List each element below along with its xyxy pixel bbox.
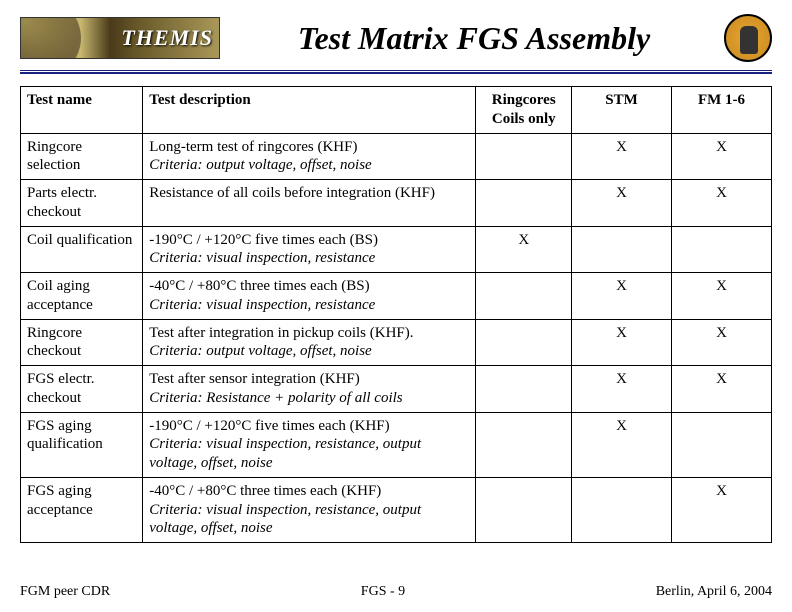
desc-criteria: Criteria: Resistance + polarity of all c… <box>149 389 469 408</box>
cell-stm: X <box>572 412 672 477</box>
table-row: FGS aging qualification-190°C / +120°C f… <box>21 412 772 477</box>
table-row: FGS electr. checkoutTest after sensor in… <box>21 366 772 413</box>
cell-fm: X <box>672 366 772 413</box>
cell-test-description: -190°C / +120°C five times each (BS)Crit… <box>143 226 476 273</box>
footer-left: FGM peer CDR <box>20 584 110 600</box>
cell-rc <box>476 412 572 477</box>
desc-criteria: Criteria: visual inspection, resistance <box>149 296 469 315</box>
cell-fm: X <box>672 273 772 320</box>
cell-fm: X <box>672 319 772 366</box>
cell-rc <box>476 366 572 413</box>
col-header-test-description: Test description <box>143 87 476 134</box>
col-header-stm: STM <box>572 87 672 134</box>
themis-logo-text: THEMIS <box>121 25 213 51</box>
cell-test-description: Resistance of all coils before integrati… <box>143 180 476 227</box>
cell-test-name: FGS aging qualification <box>21 412 143 477</box>
cell-test-description: Test after integration in pickup coils (… <box>143 319 476 366</box>
col-header-fm: FM 1-6 <box>672 87 772 134</box>
cell-test-description: Test after sensor integration (KHF)Crite… <box>143 366 476 413</box>
table-header-row: Test name Test description Ringcores Coi… <box>21 87 772 134</box>
footer-center: FGS - 9 <box>361 584 405 600</box>
cell-test-description: Long-term test of ringcores (KHF)Criteri… <box>143 133 476 180</box>
desc-main: Long-term test of ringcores (KHF) <box>149 138 469 157</box>
table-row: Ringcore selectionLong-term test of ring… <box>21 133 772 180</box>
desc-main: -40°C / +80°C three times each (BS) <box>149 277 469 296</box>
cell-test-name: Coil aging acceptance <box>21 273 143 320</box>
header-rule <box>20 70 772 74</box>
cell-rc: X <box>476 226 572 273</box>
cell-stm: X <box>572 180 672 227</box>
table-row: Parts electr. checkout Resistance of all … <box>21 180 772 227</box>
cell-rc <box>476 133 572 180</box>
test-matrix-table: Test name Test description Ringcores Coi… <box>20 86 772 543</box>
cell-test-name: Ringcore selection <box>21 133 143 180</box>
desc-main: Test after integration in pickup coils (… <box>149 324 469 343</box>
test-matrix-table-wrap: Test name Test description Ringcores Coi… <box>0 82 792 543</box>
cell-rc <box>476 477 572 542</box>
cell-fm: X <box>672 477 772 542</box>
desc-criteria: Criteria: output voltage, offset, noise <box>149 342 469 361</box>
cell-test-description: -190°C / +120°C five times each (KHF)Cri… <box>143 412 476 477</box>
cell-rc <box>476 319 572 366</box>
col-header-ringcores: Ringcores Coils only <box>476 87 572 134</box>
table-row: Coil qualification-190°C / +120°C five t… <box>21 226 772 273</box>
desc-main: -40°C / +80°C three times each (KHF) <box>149 482 469 501</box>
cell-test-name: FGS electr. checkout <box>21 366 143 413</box>
desc-criteria: Criteria: visual inspection, resistance <box>149 249 469 268</box>
desc-main: Resistance of all coils before integrati… <box>149 184 469 203</box>
desc-main: -190°C / +120°C five times each (KHF) <box>149 417 469 436</box>
cell-fm <box>672 412 772 477</box>
table-row: FGS aging acceptance-40°C / +80°C three … <box>21 477 772 542</box>
cell-stm: X <box>572 366 672 413</box>
cell-test-name: FGS aging acceptance <box>21 477 143 542</box>
desc-main: Test after sensor integration (KHF) <box>149 370 469 389</box>
mission-badge-icon <box>724 14 772 62</box>
themis-logo: THEMIS <box>20 17 220 59</box>
cell-rc <box>476 273 572 320</box>
table-row: Ringcore checkout Test after integration … <box>21 319 772 366</box>
cell-test-name: Coil qualification <box>21 226 143 273</box>
cell-stm <box>572 477 672 542</box>
cell-fm: X <box>672 180 772 227</box>
table-body: Ringcore selectionLong-term test of ring… <box>21 133 772 543</box>
cell-test-description: -40°C / +80°C three times each (KHF)Crit… <box>143 477 476 542</box>
slide-header: THEMIS Test Matrix FGS Assembly <box>0 0 792 70</box>
cell-test-description: -40°C / +80°C three times each (BS)Crite… <box>143 273 476 320</box>
slide-title: Test Matrix FGS Assembly <box>220 20 724 57</box>
cell-rc <box>476 180 572 227</box>
desc-criteria: Criteria: visual inspection, resistance,… <box>149 435 469 473</box>
col-header-test-name: Test name <box>21 87 143 134</box>
cell-stm <box>572 226 672 273</box>
cell-test-name: Parts electr. checkout <box>21 180 143 227</box>
desc-main: -190°C / +120°C five times each (BS) <box>149 231 469 250</box>
desc-criteria: Criteria: output voltage, offset, noise <box>149 156 469 175</box>
desc-criteria: Criteria: visual inspection, resistance,… <box>149 501 469 539</box>
footer-right: Berlin, April 6, 2004 <box>656 584 772 600</box>
cell-stm: X <box>572 133 672 180</box>
cell-fm <box>672 226 772 273</box>
cell-fm: X <box>672 133 772 180</box>
cell-test-name: Ringcore checkout <box>21 319 143 366</box>
cell-stm: X <box>572 273 672 320</box>
slide-footer: FGM peer CDR FGS - 9 Berlin, April 6, 20… <box>20 584 772 600</box>
table-row: Coil aging acceptance-40°C / +80°C three… <box>21 273 772 320</box>
cell-stm: X <box>572 319 672 366</box>
